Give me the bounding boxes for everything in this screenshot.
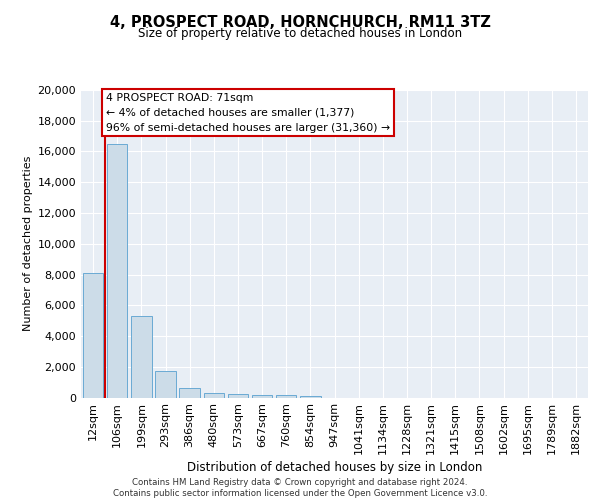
Bar [252,394,272,398]
Bar [227,394,248,398]
Bar [203,393,224,398]
Text: 4 PROSPECT ROAD: 71sqm
← 4% of detached houses are smaller (1,377)
96% of semi-d: 4 PROSPECT ROAD: 71sqm ← 4% of detached … [106,93,390,132]
Bar [300,396,320,398]
X-axis label: Distribution of detached houses by size in London: Distribution of detached houses by size … [187,462,482,474]
Bar [276,395,296,398]
Bar [155,370,176,398]
Bar [83,273,103,398]
Bar [107,144,127,398]
Text: 4, PROSPECT ROAD, HORNCHURCH, RM11 3TZ: 4, PROSPECT ROAD, HORNCHURCH, RM11 3TZ [110,15,490,30]
Text: Contains HM Land Registry data © Crown copyright and database right 2024.
Contai: Contains HM Land Registry data © Crown c… [113,478,487,498]
Bar [131,316,152,398]
Y-axis label: Number of detached properties: Number of detached properties [23,156,34,332]
Bar [179,388,200,398]
Text: Size of property relative to detached houses in London: Size of property relative to detached ho… [138,28,462,40]
